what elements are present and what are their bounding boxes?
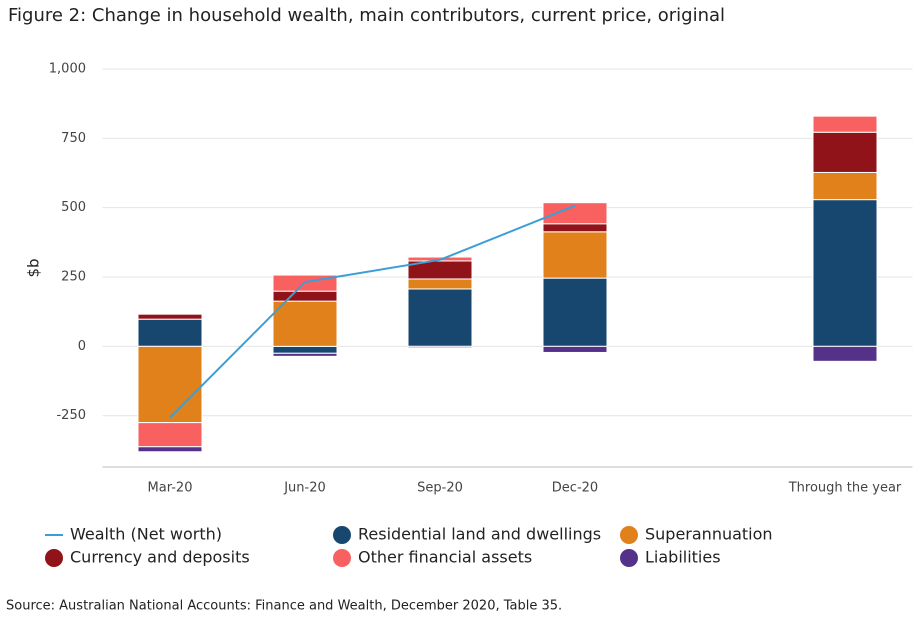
y-tick-label: 1,000 xyxy=(49,62,86,77)
y-axis-label: $b xyxy=(25,258,43,277)
bar-segment xyxy=(407,288,473,347)
y-tick-label: 0 xyxy=(78,339,86,354)
bar-segment xyxy=(542,223,608,233)
bar-segment xyxy=(137,313,203,320)
line xyxy=(169,204,576,419)
bar-segment xyxy=(812,199,878,347)
x-tick-label: Sep-20 xyxy=(417,481,463,496)
legend-swatch xyxy=(45,549,63,567)
bar-segment xyxy=(137,422,203,448)
bar-segment xyxy=(272,290,338,302)
y-tick-label: 750 xyxy=(61,131,86,146)
legend-swatch xyxy=(333,526,351,544)
source: Source: Australian National Accounts: Fi… xyxy=(6,599,562,614)
y-tick-label: -250 xyxy=(56,408,86,423)
x-tick-label: Mar-20 xyxy=(148,481,193,496)
legend-label: Other financial assets xyxy=(358,548,532,567)
bar-segment xyxy=(272,352,338,357)
bar-segment xyxy=(272,345,338,354)
bar-segment xyxy=(812,345,878,362)
bar-segment xyxy=(137,446,203,453)
bar-segment xyxy=(812,115,878,133)
x-tick-label: Through the year xyxy=(788,481,902,496)
bar-segment xyxy=(812,171,878,201)
bar-segment xyxy=(542,231,608,279)
legend-swatch xyxy=(620,549,638,567)
bar-segment xyxy=(542,345,608,353)
x-tick-label: Jun-20 xyxy=(283,481,326,496)
bar-segment xyxy=(137,345,203,424)
bar-segment xyxy=(542,277,608,347)
y-tick-label: 250 xyxy=(61,270,86,285)
legend-label: Currency and deposits xyxy=(70,548,250,567)
bar-segment xyxy=(137,318,203,347)
bar-segment xyxy=(407,278,473,290)
y-tick-label: 500 xyxy=(61,200,86,215)
legend-label: Liabilities xyxy=(645,548,721,567)
legend-label: Wealth (Net worth) xyxy=(70,525,222,544)
bar-segment xyxy=(407,345,473,349)
chart-title: Figure 2: Change in household wealth, ma… xyxy=(8,5,725,26)
bar-segment xyxy=(272,300,338,347)
legend-swatch xyxy=(620,526,638,544)
legend-swatch xyxy=(333,549,351,567)
x-tick-label: Dec-20 xyxy=(552,481,598,496)
bar-segment xyxy=(542,202,608,225)
legend-label: Residential land and dwellings xyxy=(358,525,601,544)
legend-label: Superannuation xyxy=(645,525,773,544)
bar-segment xyxy=(812,131,878,173)
